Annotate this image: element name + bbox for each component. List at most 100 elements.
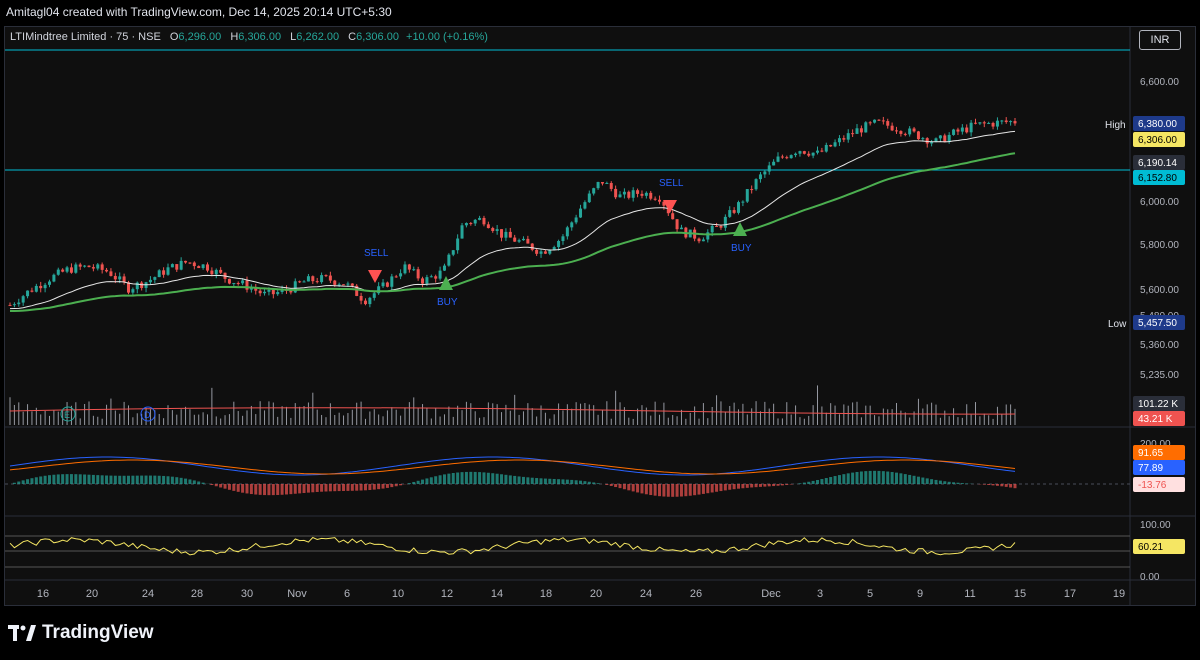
time-axis-label: 24 xyxy=(640,588,652,600)
candle-body xyxy=(982,122,986,124)
macd-histogram-bar xyxy=(666,484,670,497)
time-axis-label: 24 xyxy=(142,588,154,600)
candle-body xyxy=(214,269,218,275)
macd-histogram-bar xyxy=(245,484,249,494)
macd-histogram-bar xyxy=(1000,484,1004,487)
macd-histogram-bar xyxy=(267,484,271,496)
macd-histogram-bar xyxy=(741,484,745,489)
candle-body xyxy=(938,135,942,139)
macd-histogram-bar xyxy=(135,475,139,484)
macd-histogram-bar xyxy=(197,481,201,484)
macd-histogram-bar xyxy=(65,474,69,484)
rsi-axis-bottom: 0.00 xyxy=(1140,572,1160,583)
candle-body xyxy=(859,128,863,133)
candle-body xyxy=(482,217,486,225)
candle-body xyxy=(644,192,648,196)
candle-body xyxy=(886,121,890,126)
candle-body xyxy=(565,227,569,237)
macd-histogram-bar xyxy=(763,484,767,487)
macd-histogram-bar xyxy=(851,472,855,484)
candle-body xyxy=(952,129,956,135)
macd-histogram-bar xyxy=(943,481,947,484)
macd-histogram-bar xyxy=(43,475,47,484)
macd-histogram-bar xyxy=(328,484,332,492)
macd-histogram-bar xyxy=(170,476,174,484)
macd-histogram-bar xyxy=(346,484,350,491)
time-axis-label: 11 xyxy=(964,588,975,600)
candle-body xyxy=(26,290,30,297)
macd-histogram-bar xyxy=(52,474,56,484)
macd-histogram-bar xyxy=(399,484,403,486)
candle-body xyxy=(267,289,271,292)
candle-body xyxy=(605,183,609,185)
low-label: Low xyxy=(1108,319,1127,330)
candle-body xyxy=(930,141,934,144)
macd-histogram-bar xyxy=(390,484,394,488)
macd-histogram-bar xyxy=(785,484,789,485)
candle-body xyxy=(363,300,367,305)
volume-ma-tag: 43.21 K xyxy=(1138,414,1173,425)
candle-body xyxy=(710,225,714,233)
macd-histogram-bar xyxy=(881,471,885,484)
candle-body xyxy=(170,264,174,268)
price-tick-label: 5,235.00 xyxy=(1140,370,1179,381)
currency-button[interactable]: INR xyxy=(1139,30,1181,50)
candle-body xyxy=(69,267,73,273)
candle-body xyxy=(1000,120,1004,122)
candle-body xyxy=(574,217,578,223)
macd-histogram-bar xyxy=(148,475,152,484)
candle-body xyxy=(271,289,275,295)
candle-body xyxy=(289,290,293,293)
macd-histogram-bar xyxy=(1004,484,1008,487)
candle-body xyxy=(903,133,907,135)
time-axis-label: 16 xyxy=(37,588,49,600)
price-tick-label: 5,360.00 xyxy=(1140,340,1179,351)
macd-histogram-bar xyxy=(17,481,21,484)
candle-body xyxy=(377,286,381,294)
macd-histogram-bar xyxy=(930,479,934,484)
macd-histogram-bar xyxy=(214,484,218,487)
macd-histogram-bar xyxy=(991,484,995,486)
macd-histogram-bar xyxy=(662,484,666,497)
macd-histogram-bar xyxy=(241,484,245,493)
time-axis-label: 5 xyxy=(867,588,873,600)
macd-histogram-bar xyxy=(438,475,442,484)
time-axis-label: 30 xyxy=(241,588,253,600)
macd-histogram-bar xyxy=(526,477,530,484)
candle-body xyxy=(205,264,209,271)
macd-histogram-bar xyxy=(557,479,561,484)
macd-histogram-bar xyxy=(276,484,280,495)
candle-body xyxy=(390,276,394,287)
candle-body xyxy=(890,125,894,131)
candle-body xyxy=(56,269,60,275)
candle-body xyxy=(974,122,978,124)
candle-body xyxy=(407,264,411,270)
candle-body xyxy=(30,290,34,292)
macd-histogram-bar xyxy=(39,476,43,484)
macd-histogram-bar xyxy=(157,475,161,484)
level-price-tag: 6,152.80 xyxy=(1138,173,1177,184)
candle-body xyxy=(517,240,521,242)
candle-body xyxy=(245,280,249,290)
candle-body xyxy=(943,135,947,142)
macd-histogram-bar xyxy=(530,477,534,484)
macd-histogram-bar xyxy=(776,484,780,486)
candle-body xyxy=(925,138,929,144)
macd-histogram-bar xyxy=(754,484,758,488)
candle-body xyxy=(539,251,543,254)
candle-body xyxy=(789,155,793,159)
macd-histogram-bar xyxy=(175,477,179,484)
macd-histogram-bar xyxy=(798,483,802,484)
macd-histogram-bar xyxy=(126,475,130,484)
macd-histogram-bar xyxy=(192,480,196,484)
macd-histogram-bar xyxy=(517,476,521,484)
macd-histogram-bar xyxy=(495,473,499,484)
candle-body xyxy=(320,275,324,283)
candle-body xyxy=(52,274,56,282)
macd-histogram-bar xyxy=(636,484,640,493)
macd-histogram-bar xyxy=(131,475,135,484)
macd-histogram-bar xyxy=(886,471,890,484)
macd-histogram-bar xyxy=(473,471,477,484)
macd-histogram-bar xyxy=(521,476,525,484)
